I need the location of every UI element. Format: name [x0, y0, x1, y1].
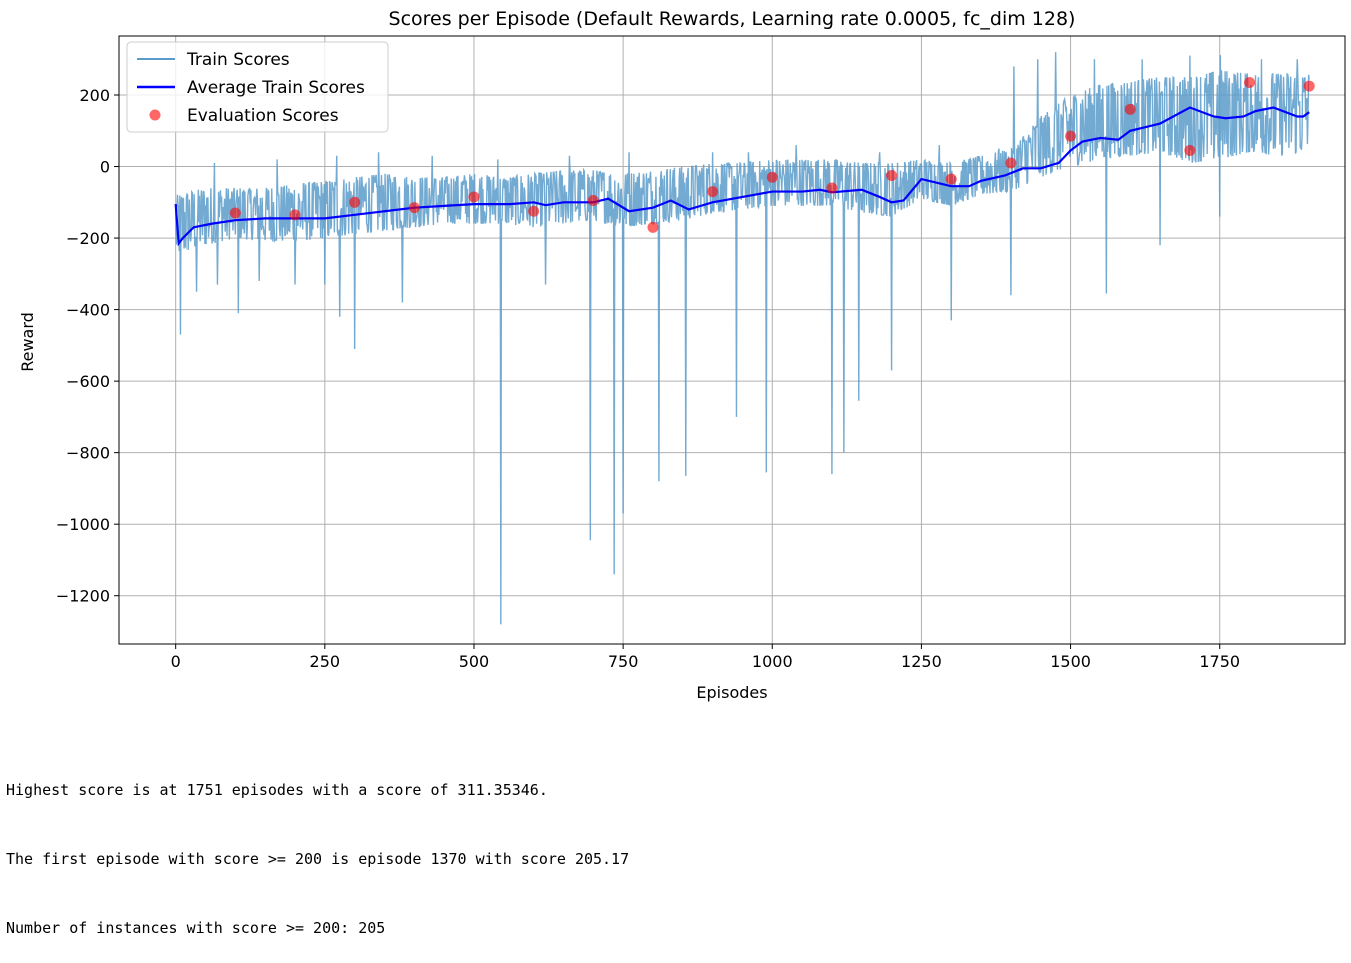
evaluation-score-point: [408, 202, 420, 214]
evaluation-score-point: [945, 173, 957, 185]
evaluation-score-point: [289, 209, 301, 221]
grid: [119, 36, 1345, 644]
x-tick-label: 1000: [752, 652, 793, 671]
x-axis-ticks: 0 250 500 750 1000 1250 1500 1750: [171, 644, 1240, 671]
y-tick-label: −1000: [56, 515, 110, 534]
evaluation-score-point: [468, 191, 480, 203]
plot-frame: [118, 35, 1346, 645]
evaluation-score-point: [1184, 144, 1196, 156]
output-line: Number of instances with score >= 200: 2…: [6, 919, 386, 937]
evaluation-score-point: [826, 182, 838, 194]
y-tick-label: −800: [66, 444, 110, 463]
evaluation-score-point: [886, 169, 898, 181]
legend-evaluation-scores-label: Evaluation Scores: [187, 106, 339, 126]
evaluation-score-point: [766, 171, 778, 183]
legend-average-train-scores-label: Average Train Scores: [187, 78, 365, 98]
y-axis-label: Reward: [18, 312, 37, 372]
cell-output: Highest score is at 1751 episodes with a…: [6, 733, 629, 963]
legend: Train Scores Average Train Scores Evalua…: [126, 41, 389, 133]
average-train-scores-line: [174, 106, 1310, 247]
output-line: The first episode with score >= 200 is e…: [6, 850, 630, 868]
x-axis-label: Episodes: [696, 683, 767, 702]
evaluation-score-point: [1244, 76, 1256, 88]
y-tick-label: −1200: [56, 587, 110, 606]
x-tick-label: 500: [459, 652, 490, 671]
evaluation-score-point: [1124, 103, 1136, 115]
x-tick-label: 0: [171, 652, 181, 671]
legend-box: [126, 41, 389, 133]
y-tick-label: −200: [66, 229, 110, 248]
evaluation-score-point: [528, 205, 540, 217]
evaluation-score-point: [1303, 80, 1315, 92]
x-tick-label: 1500: [1050, 652, 1091, 671]
output-line: Highest score is at 1751 episodes with a…: [6, 781, 548, 799]
evaluation-score-point: [647, 221, 659, 233]
chart-title: Scores per Episode (Default Rewards, Lea…: [389, 8, 1076, 30]
evaluation-scores-series: [229, 76, 1315, 233]
y-axis-ticks: 200 0 −200 −400 −600 −800 −1000 −1200: [56, 86, 119, 606]
evaluation-score-point: [707, 186, 719, 198]
evaluation-score-point: [587, 195, 599, 207]
chart: Scores per Episode (Default Rewards, Lea…: [18, 8, 1346, 702]
x-tick-label: 750: [608, 652, 639, 671]
y-tick-label: 0: [100, 158, 110, 177]
x-tick-label: 1750: [1199, 652, 1240, 671]
x-tick-label: 1250: [901, 652, 942, 671]
legend-evaluation-scores-swatch: [149, 109, 161, 121]
average-train-scores-series: [174, 106, 1310, 247]
x-tick-label: 250: [310, 652, 341, 671]
evaluation-score-point: [1065, 130, 1077, 142]
y-tick-label: 200: [79, 86, 110, 105]
legend-train-scores-label: Train Scores: [186, 50, 290, 70]
y-tick-label: −600: [66, 372, 110, 391]
evaluation-score-point: [349, 196, 361, 208]
train-scores-line: [174, 52, 1310, 625]
evaluation-score-point: [1005, 157, 1017, 169]
train-scores-series: [174, 52, 1310, 625]
y-tick-label: −400: [66, 301, 110, 320]
evaluation-score-point: [229, 207, 241, 219]
